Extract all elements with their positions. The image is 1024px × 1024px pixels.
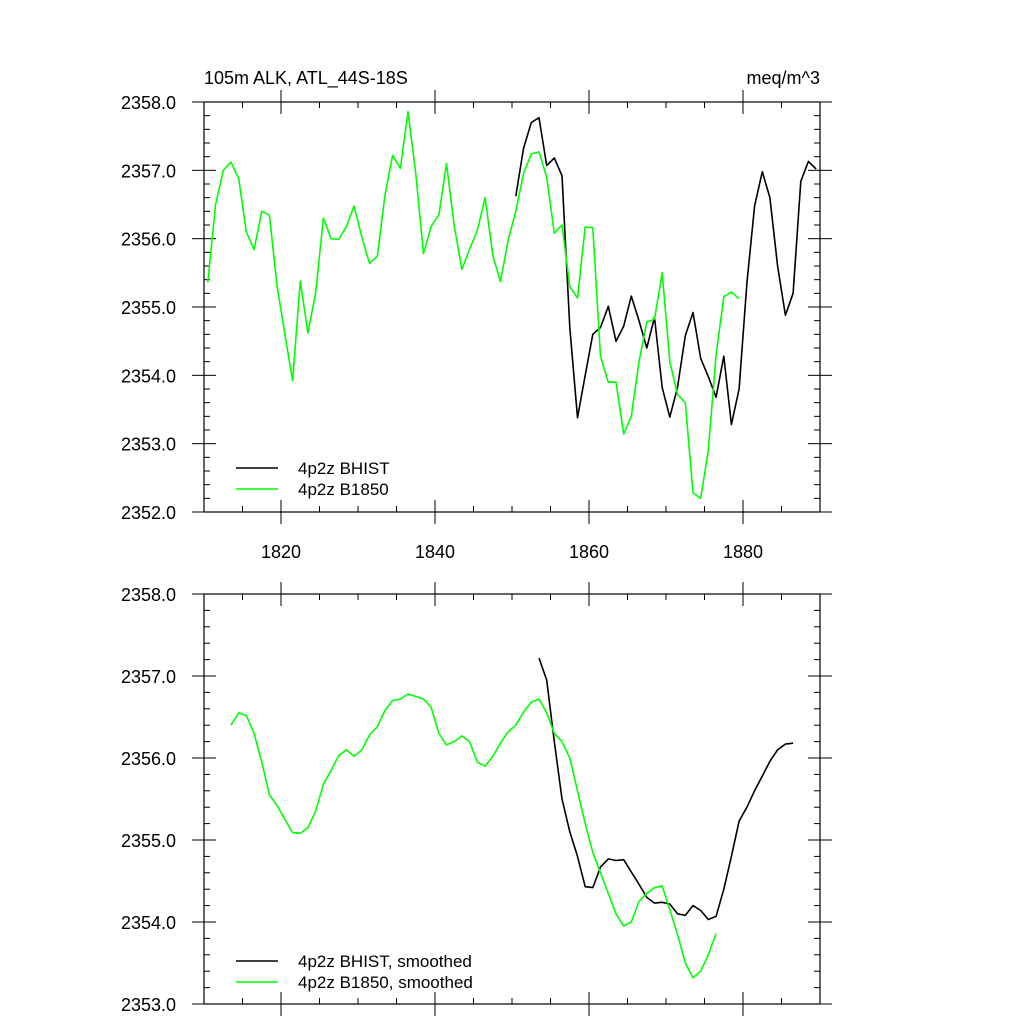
bottom-y-tick-label: 2356.0 <box>121 749 176 769</box>
top-y-tick-label: 2354.0 <box>121 366 176 386</box>
top-chart-title: 105m ALK, ATL_44S-18S <box>204 68 408 89</box>
top-y-tick-label: 2352.0 <box>121 503 176 523</box>
bottom-chart-axes: 2353.0 2354.0 2355.0 2356.0 2357.0 2358.0 <box>121 582 832 1016</box>
top-y-tick-label: 2357.0 <box>121 161 176 181</box>
bottom-chart-panel: 2353.0 2354.0 2355.0 2356.0 2357.0 2358.0 4p2… <box>121 582 832 1016</box>
top-x-tick-label: 1820 <box>261 542 301 562</box>
top-y-tick-label: 2355.0 <box>121 298 176 318</box>
bottom-y-tick-label: 2353.0 <box>121 995 176 1015</box>
bottom-chart-series <box>230 657 794 979</box>
bottom-y-tick-label: 2358.0 <box>121 585 176 605</box>
top-y-tick-label: 2358.0 <box>121 93 176 113</box>
top-chart-legend: 4p2z BHIST 4p2z B1850 <box>236 459 390 499</box>
top-x-tick-label: 1840 <box>415 542 455 562</box>
top-series-line-b1850 <box>207 110 740 500</box>
top-chart-panel: 105m ALK, ATL_44S-18S meq/m^3 1820 1840 18… <box>121 68 832 562</box>
bottom-chart-frame <box>203 593 821 1005</box>
top-chart-series <box>207 110 817 500</box>
bottom-series-line-bhist <box>538 657 794 921</box>
top-x-tick-label: 1880 <box>723 542 763 562</box>
top-x-tick-label: 1860 <box>569 542 609 562</box>
bottom-y-tick-label: 2354.0 <box>121 913 176 933</box>
bottom-legend-label: 4p2z B1850, smoothed <box>298 973 473 992</box>
top-legend-label: 4p2z B1850 <box>298 480 389 499</box>
top-y-tick-label: 2353.0 <box>121 435 176 455</box>
bottom-y-tick-label: 2355.0 <box>121 831 176 851</box>
top-chart-units: meq/m^3 <box>747 68 820 88</box>
bottom-legend-label: 4p2z BHIST, smoothed <box>298 952 472 971</box>
top-chart-axes: 1820 1840 1860 1880 2352.0 2353.0 2354.0 2355.0… <box>121 90 832 562</box>
bottom-chart-legend: 4p2z BHIST, smoothed 4p2z B1850, smoothed <box>236 952 473 992</box>
top-series-line-bhist <box>515 116 817 426</box>
top-chart-frame <box>203 101 821 513</box>
top-legend-label: 4p2z BHIST <box>298 459 390 478</box>
bottom-y-tick-label: 2357.0 <box>121 667 176 687</box>
bottom-series-line-b1850 <box>230 693 717 979</box>
top-y-tick-label: 2356.0 <box>121 230 176 250</box>
